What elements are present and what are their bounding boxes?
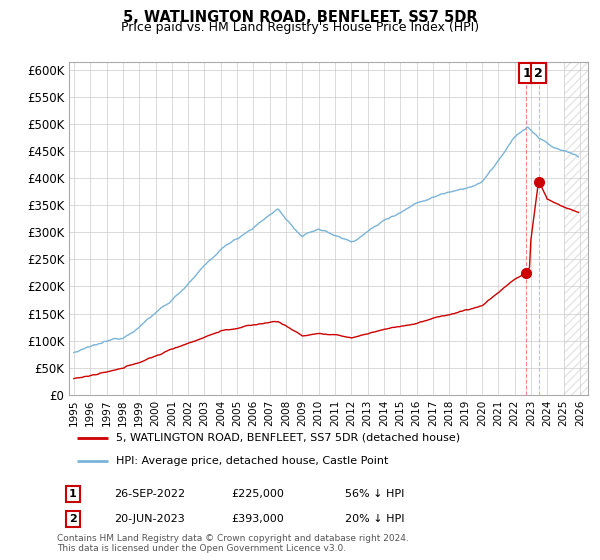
Text: 20-JUN-2023: 20-JUN-2023 — [114, 514, 185, 524]
Text: 26-SEP-2022: 26-SEP-2022 — [114, 489, 185, 499]
Text: Contains HM Land Registry data © Crown copyright and database right 2024.
This d: Contains HM Land Registry data © Crown c… — [57, 534, 409, 553]
Text: 20% ↓ HPI: 20% ↓ HPI — [345, 514, 404, 524]
Text: HPI: Average price, detached house, Castle Point: HPI: Average price, detached house, Cast… — [116, 456, 388, 466]
Text: 5, WATLINGTON ROAD, BENFLEET, SS7 5DR (detached house): 5, WATLINGTON ROAD, BENFLEET, SS7 5DR (d… — [116, 432, 460, 442]
Text: 56% ↓ HPI: 56% ↓ HPI — [345, 489, 404, 499]
Text: 1: 1 — [522, 67, 531, 80]
Text: 1: 1 — [69, 489, 77, 499]
Text: 2: 2 — [534, 67, 543, 80]
Text: £393,000: £393,000 — [231, 514, 284, 524]
Text: 5, WATLINGTON ROAD, BENFLEET, SS7 5DR: 5, WATLINGTON ROAD, BENFLEET, SS7 5DR — [122, 10, 478, 25]
Text: Price paid vs. HM Land Registry's House Price Index (HPI): Price paid vs. HM Land Registry's House … — [121, 21, 479, 34]
Text: £225,000: £225,000 — [231, 489, 284, 499]
Text: 2: 2 — [69, 514, 77, 524]
